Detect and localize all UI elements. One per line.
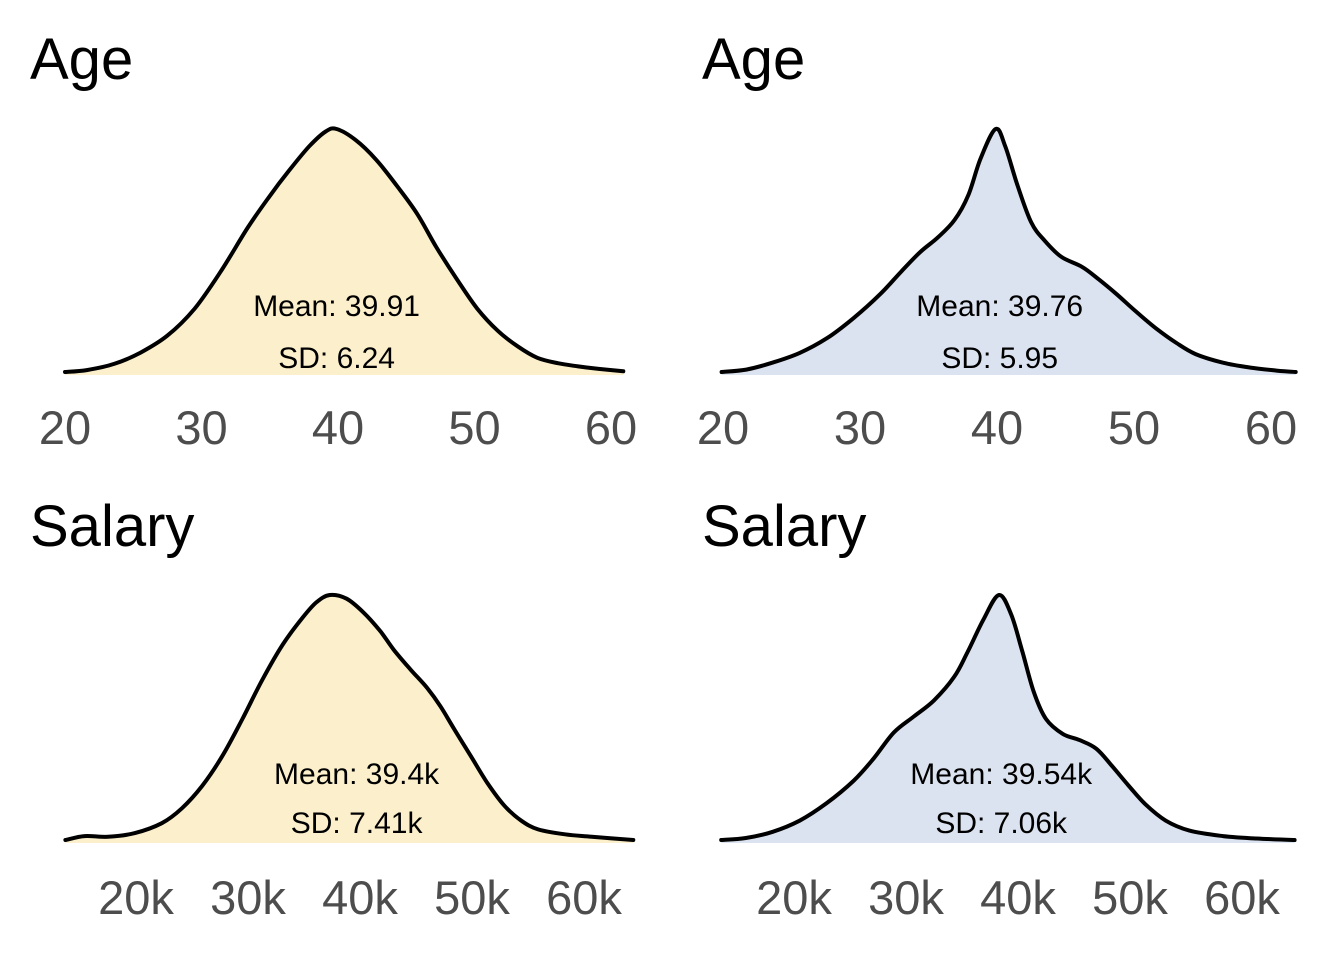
x-tick-label: 40k [322,871,398,924]
x-tick-label: 30k [868,871,944,924]
density-curve-svg [63,592,636,843]
x-tick-label: 30 [833,401,887,454]
x-tick-label: 40k [980,871,1056,924]
sd-annotation: SD: 7.06k [935,807,1068,840]
sd-annotation: SD: 6.24 [278,342,395,375]
density-curve-svg [719,593,1297,843]
x-tick-label: 50k [1092,871,1168,924]
x-tick-label: 30k [210,871,286,924]
density-outline [719,593,1297,842]
density-outline [719,126,1298,374]
density-area [65,594,634,843]
x-tick-label: 40 [311,401,365,454]
x-tick-label: 20 [696,401,750,454]
sd-annotation: SD: 5.95 [941,342,1059,375]
density-panel-salary-group1: Salary Mean: 39.4k SD: 7.41k 20k 30k 40k 50… [0,480,672,960]
density-outline [63,592,636,842]
panel-title: Salary [30,494,195,559]
x-tick-label: 60k [546,871,622,924]
density-panel-salary-group2: Salary Mean: 39.54k SD: 7.06k 20k 30k 40k 5… [672,480,1344,960]
density-curve-svg [719,126,1298,375]
panel-title: Salary [702,494,867,559]
x-tick-label: 60 [1244,401,1298,454]
density-area [721,594,1295,843]
x-tick-label: 60k [1204,871,1280,924]
density-panel-age-group2: Age Mean: 39.76 SD: 5.95 20 30 40 50 60 [672,0,1344,480]
mean-annotation: Mean: 39.76 [916,290,1084,323]
panel-title: Age [30,27,134,92]
panel-title: Age [702,27,806,92]
x-tick-label: 60 [584,401,638,454]
density-panel-age-group1: Age Mean: 39.91 SD: 6.24 20 30 40 50 60 [0,0,672,480]
mean-annotation: Mean: 39.4k [274,758,440,791]
sd-annotation: SD: 7.41k [290,807,423,840]
x-tick-label: 50 [1107,401,1161,454]
mean-annotation: Mean: 39.54k [910,758,1093,791]
x-tick-label: 50 [448,401,501,454]
density-area [721,128,1296,375]
mean-annotation: Mean: 39.91 [253,290,420,323]
x-tick-label: 20 [38,401,92,454]
x-tick-label: 30 [175,401,228,454]
density-outline [63,126,626,374]
density-area [65,128,624,375]
x-tick-label: 50k [434,871,510,924]
x-tick-label: 20k [98,871,174,924]
x-tick-label: 40 [970,401,1024,454]
density-curve-svg [63,126,626,375]
x-tick-label: 20k [756,871,832,924]
